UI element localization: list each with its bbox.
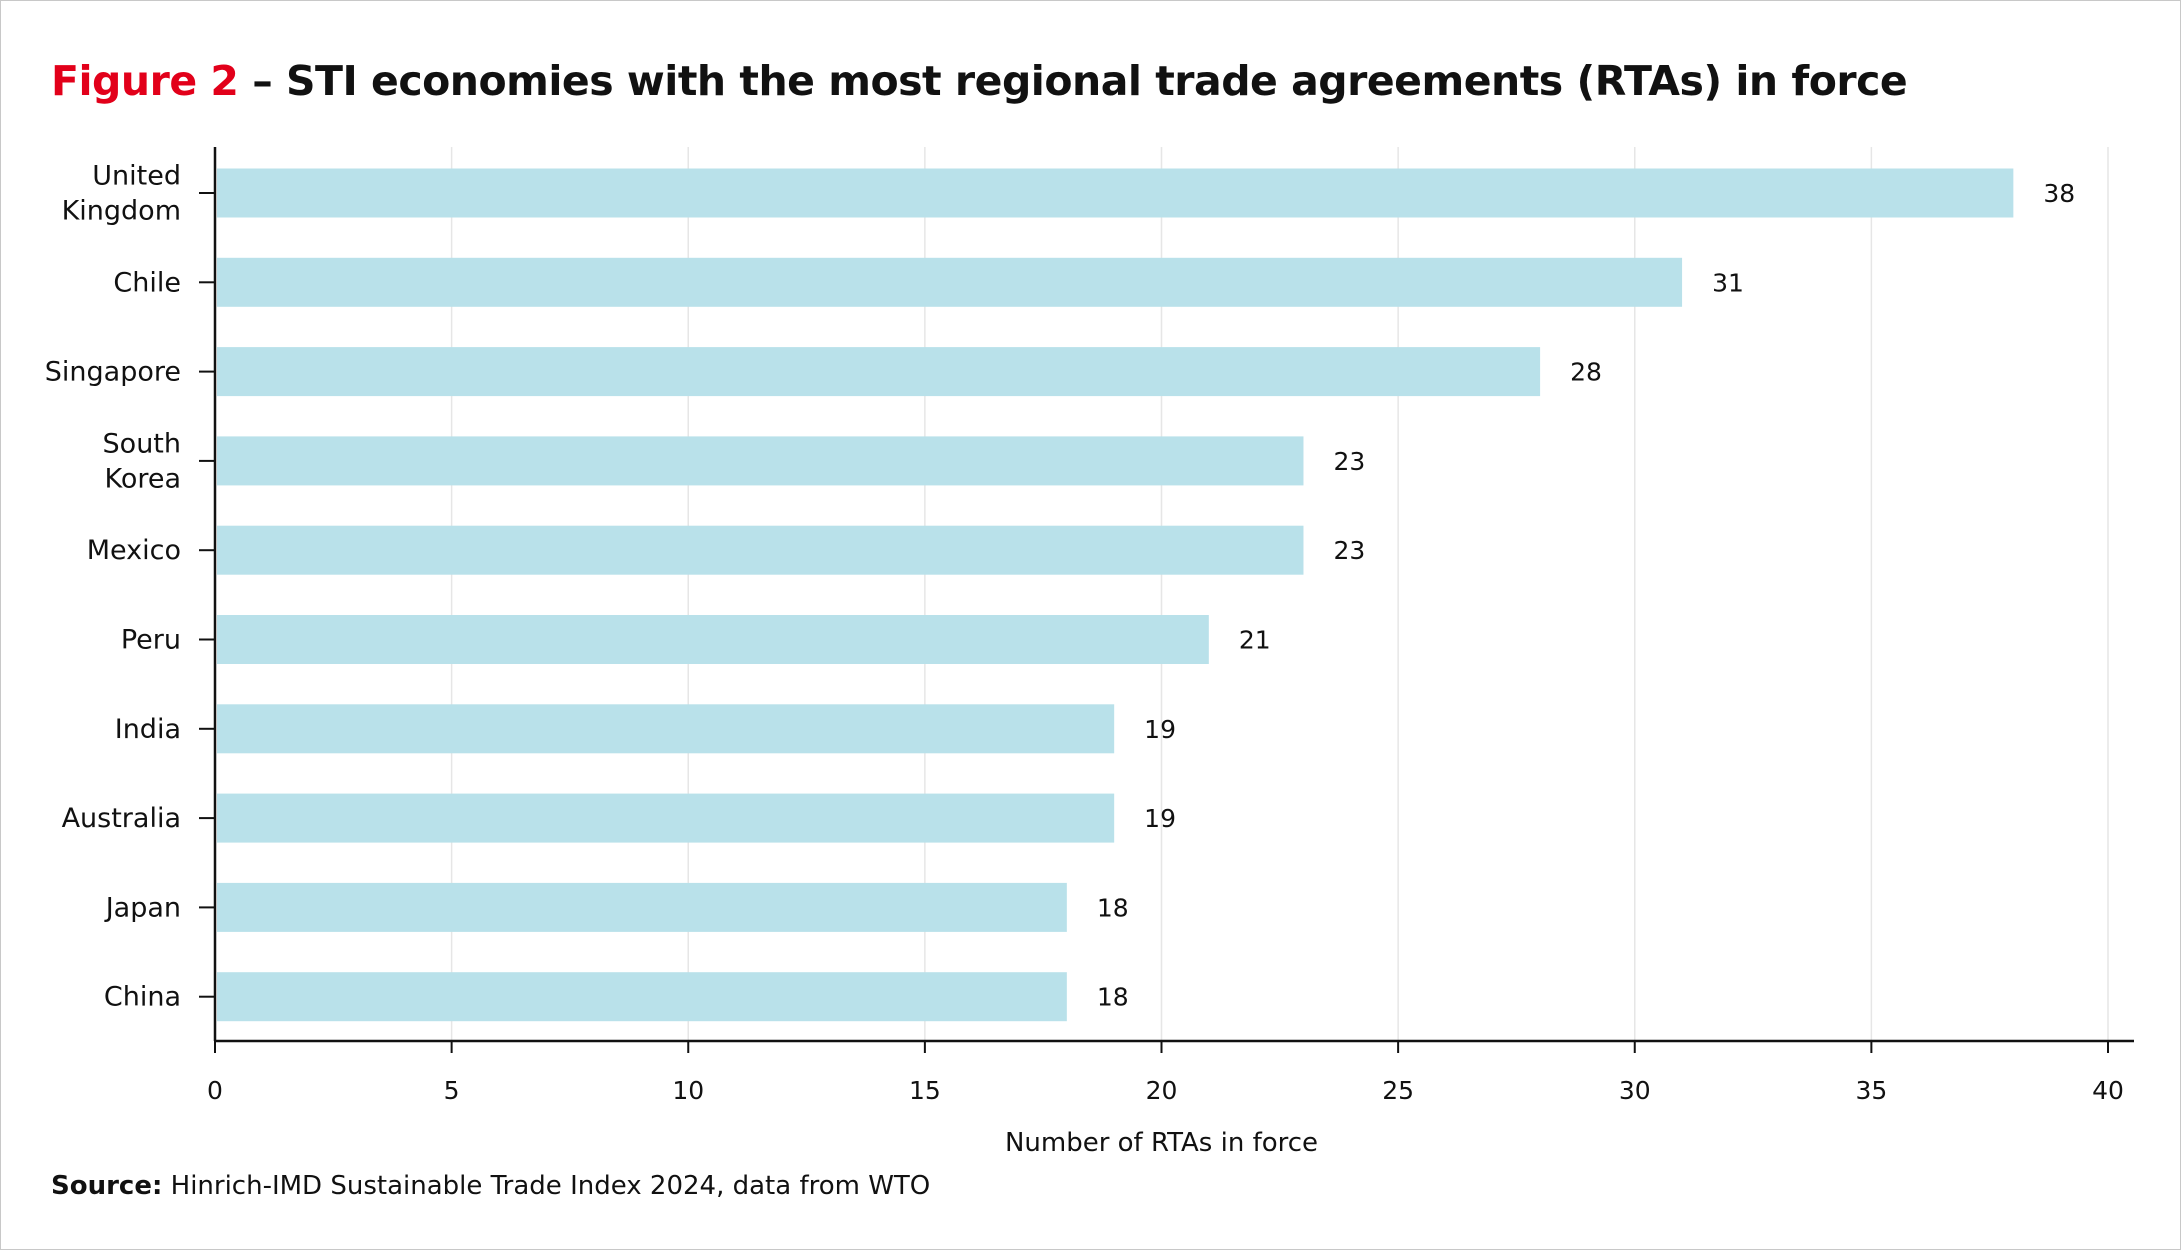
- y-tick-label: Peru: [121, 625, 181, 656]
- y-tick-label: Japan: [104, 892, 181, 923]
- bar: [217, 615, 1209, 664]
- y-tick-label: India: [115, 714, 181, 745]
- y-tick-label: South Korea: [103, 428, 181, 494]
- title-text: – STI economies with the most regional t…: [238, 57, 1908, 105]
- data-label: 31: [1712, 268, 1744, 297]
- bar: [217, 972, 1067, 1022]
- data-label: 38: [2043, 179, 2075, 208]
- y-tick-label: United Kingdom: [62, 161, 181, 227]
- data-label: 23: [1333, 536, 1365, 565]
- x-tick-label: 25: [1382, 1076, 1414, 1105]
- y-tick-label: Mexico: [87, 535, 181, 566]
- source-label: Source:: [51, 1171, 163, 1201]
- data-label: 19: [1144, 715, 1176, 744]
- x-tick-label: 20: [1146, 1076, 1178, 1105]
- y-tick-label: Chile: [113, 267, 181, 298]
- data-label: 23: [1333, 447, 1365, 476]
- figure-number: Figure 2: [51, 57, 239, 105]
- chart-title: Figure 2 – STI economies with the most r…: [51, 57, 1908, 105]
- y-tick-label: China: [104, 982, 181, 1013]
- x-tick-label: 0: [207, 1076, 223, 1105]
- x-tick-label: 5: [444, 1076, 460, 1105]
- data-label: 18: [1097, 983, 1129, 1012]
- y-tick-label: Australia: [62, 803, 181, 834]
- source-note: Source: Hinrich-IMD Sustainable Trade In…: [51, 1171, 930, 1201]
- data-label: 19: [1144, 804, 1176, 833]
- bar: [217, 257, 1683, 307]
- data-label: 28: [1570, 358, 1602, 387]
- bar: [217, 168, 2014, 218]
- data-label: 18: [1097, 893, 1129, 922]
- bar: [217, 882, 1067, 932]
- data-label: 21: [1239, 626, 1271, 655]
- x-tick-label: 35: [1855, 1076, 1887, 1105]
- bar: [217, 525, 1304, 575]
- bar: [217, 347, 1541, 397]
- bar: [217, 436, 1304, 486]
- x-tick-label: 10: [672, 1076, 704, 1105]
- x-tick-label: 30: [1619, 1076, 1651, 1105]
- x-tick-label: 40: [2092, 1076, 2124, 1105]
- x-tick-label: 15: [909, 1076, 941, 1105]
- bar: [217, 704, 1115, 754]
- y-tick-label: Singapore: [45, 357, 181, 388]
- bar: [217, 793, 1115, 843]
- source-text: Hinrich-IMD Sustainable Trade Index 2024…: [162, 1171, 931, 1201]
- x-axis-title: Number of RTAs in force: [1005, 1128, 1318, 1158]
